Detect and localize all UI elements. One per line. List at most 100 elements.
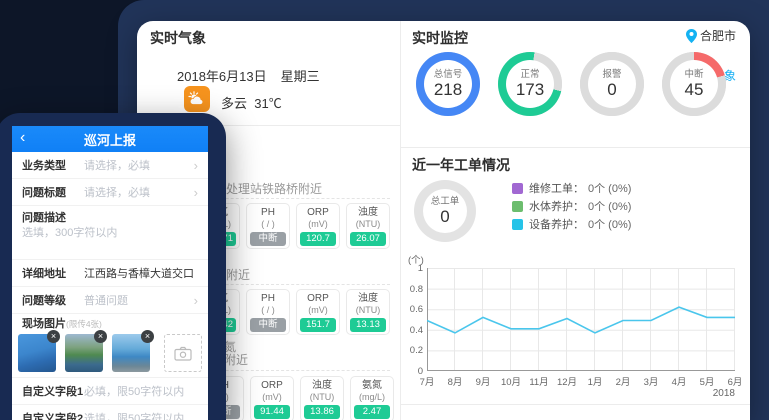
legend-value: 0个 (0%) bbox=[588, 183, 632, 195]
metric-label: ORP bbox=[307, 293, 329, 304]
station-title-line2: 附近 bbox=[224, 353, 249, 367]
legend-label: 维修工单： bbox=[529, 183, 584, 195]
metric-value-chip: 91.44 bbox=[254, 405, 290, 419]
phone-header: ‹ 巡河上报 bbox=[12, 126, 208, 152]
ring-label: 报警 bbox=[602, 69, 622, 80]
metric-label: 浊度 bbox=[358, 293, 378, 304]
y-tick-label: 0.4 bbox=[409, 324, 423, 336]
x-tick-label: 5月 bbox=[699, 377, 715, 388]
chevron-right-icon: › bbox=[193, 157, 198, 173]
metric-value-chip: 26.07 bbox=[350, 232, 386, 246]
column-divider bbox=[400, 21, 401, 420]
metric-box: 氨氮 (mg/L) 2.47 bbox=[350, 376, 394, 420]
ring-value: 173 bbox=[515, 80, 545, 99]
x-tick-label: 10月 bbox=[500, 377, 522, 388]
photo-thumb-1[interactable]: × bbox=[18, 330, 60, 372]
metric-box: 浊度 (NTU) 13.86 bbox=[300, 376, 344, 420]
section-divider bbox=[400, 147, 750, 148]
monitoring-rings: 总信号 218 正常 173 报警 0 中断 45 bbox=[416, 52, 726, 116]
field-label: 自定义字段1 bbox=[22, 386, 84, 398]
form-row[interactable]: 业务类型 请选择，必填 › bbox=[12, 152, 208, 179]
photo-delete-button[interactable]: × bbox=[47, 330, 60, 343]
metric-value-chip: 中断 bbox=[250, 318, 286, 332]
trend-ylabel: (个) bbox=[408, 255, 424, 266]
description-label: 问题描述 bbox=[22, 212, 66, 224]
workorders-legend: 维修工单： 0个 (0%) 水体养护： 0个 (0%) 设备养护： 0个 (0%… bbox=[512, 179, 631, 233]
form-rows-top: 业务类型 请选择，必填 › 问题标题 请选择，必填 › bbox=[12, 152, 208, 206]
legend-swatch bbox=[512, 182, 523, 194]
y-tick-label: 0.8 bbox=[409, 283, 423, 295]
station-divider bbox=[150, 198, 390, 199]
ring-label: 中断 bbox=[684, 69, 704, 80]
metric-label: 氨氮 bbox=[362, 380, 382, 391]
ring-value: 0 bbox=[607, 80, 617, 99]
metric-label: ORP bbox=[307, 207, 329, 218]
ring-label: 总信号 bbox=[433, 69, 463, 80]
metric-unit: ( / ) bbox=[261, 305, 275, 315]
photo-thumb-2[interactable]: × bbox=[65, 330, 107, 372]
phone-title: 巡河上报 bbox=[83, 132, 136, 148]
weather-condition: 多云 31℃ bbox=[221, 96, 282, 111]
metric-unit: (mV) bbox=[308, 305, 328, 315]
back-button[interactable]: ‹ bbox=[20, 129, 26, 146]
photos-label: 现场图片(限传4张) bbox=[22, 318, 102, 330]
photo-thumb-3[interactable]: × bbox=[112, 330, 154, 372]
x-tick-label: 1月 bbox=[587, 377, 603, 388]
field-label: 问题等级 bbox=[22, 295, 66, 307]
description-field[interactable]: 问题描述 选填，300字符以内 bbox=[12, 206, 208, 260]
metric-unit: (mV) bbox=[262, 392, 282, 402]
workorders-donut: 总工单 0 bbox=[414, 180, 476, 242]
location[interactable]: 合肥市 bbox=[685, 27, 736, 44]
form-row[interactable]: 自定义字段2 选填，限50字符以内 bbox=[12, 405, 208, 420]
form-row[interactable]: 自定义字段1 必填，限50字符以内 bbox=[12, 378, 208, 405]
upload-photo-button[interactable] bbox=[164, 334, 202, 372]
x-tick-label: 3月 bbox=[643, 377, 659, 388]
ring-value: 218 bbox=[433, 80, 463, 99]
weather-weekday: 星期三 bbox=[280, 69, 320, 84]
metric-unit: (NTU) bbox=[355, 305, 381, 315]
metric-value-chip: 中断 bbox=[250, 232, 286, 246]
metric-unit: ( / ) bbox=[261, 219, 275, 229]
legend-item: 设备养护： 0个 (0%) bbox=[512, 215, 631, 233]
metric-label: PH bbox=[261, 207, 275, 218]
metric-box: ORP (mV) 120.7 bbox=[296, 203, 340, 249]
x-tick-label: 2月 bbox=[615, 377, 631, 388]
form-row[interactable]: 详细地址 江西路与香樟大道交口 bbox=[12, 260, 208, 287]
form-rows-bottom: 自定义字段1 必填，限50字符以内 自定义字段2 选填，限50字符以内 bbox=[12, 378, 208, 420]
field-label: 详细地址 bbox=[22, 268, 66, 280]
form-rows-mid: 详细地址 江西路与香樟大道交口 问题等级 普通问题 › bbox=[12, 260, 208, 314]
legend-item: 维修工单： 0个 (0%) bbox=[512, 179, 631, 197]
form-row[interactable]: 问题标题 请选择，必填 › bbox=[12, 179, 208, 206]
metric-unit: (NTU) bbox=[309, 392, 335, 402]
metric-label: ORP bbox=[261, 380, 283, 391]
metric-value-chip: 13.86 bbox=[304, 405, 340, 419]
x-tick-label: 12月 bbox=[556, 377, 578, 388]
metric-box: PH ( / ) 中断 bbox=[246, 203, 290, 249]
field-value: 必填，限50字符以内 bbox=[84, 386, 185, 398]
camera-icon bbox=[174, 346, 192, 361]
field-value: 选填，限50字符以内 bbox=[84, 413, 185, 420]
metric-unit: (mg/L) bbox=[358, 392, 385, 402]
metric-unit: (NTU) bbox=[355, 219, 381, 229]
trend-line bbox=[426, 306, 735, 334]
ring-label: 正常 bbox=[520, 69, 540, 80]
y-tick-label: 1 bbox=[417, 263, 423, 274]
ring: 总信号 218 bbox=[416, 52, 480, 116]
x-tick-label: 6月 bbox=[727, 377, 743, 388]
photo-delete-button[interactable]: × bbox=[94, 330, 107, 343]
year-label: 2018 bbox=[712, 388, 735, 399]
location-text: 合肥市 bbox=[699, 29, 736, 43]
chevron-right-icon: › bbox=[193, 184, 198, 200]
metric-box: 浊度 (NTU) 13.13 bbox=[346, 289, 390, 335]
form-row[interactable]: 问题等级 普通问题 › bbox=[12, 287, 208, 314]
x-tick-label: 11月 bbox=[529, 377, 549, 388]
metric-box: 浊度 (NTU) 26.07 bbox=[346, 203, 390, 249]
photos-hint: (限传4张) bbox=[66, 319, 102, 329]
metric-value-chip: 2.47 bbox=[354, 405, 390, 419]
metric-label: 浊度 bbox=[312, 380, 332, 391]
donut-label: 总工单 bbox=[430, 196, 460, 207]
station-divider bbox=[150, 284, 390, 285]
photo-delete-button[interactable]: × bbox=[141, 330, 154, 343]
description-placeholder: 选填，300字符以内 bbox=[22, 227, 118, 239]
